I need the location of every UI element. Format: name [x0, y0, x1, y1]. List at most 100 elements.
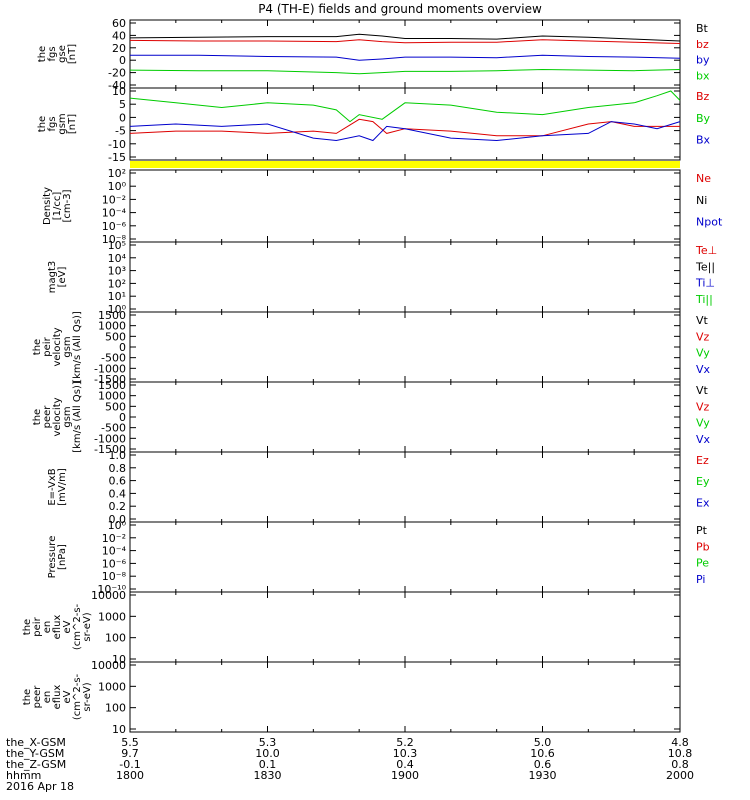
- x-row-value: 1800: [116, 769, 144, 782]
- legend-entry: Bx: [696, 134, 711, 147]
- y-axis-label: peer: [32, 685, 43, 709]
- y-tick-label: 10²: [108, 277, 126, 290]
- panel: 1.00.80.60.40.20.0 E=-VxB [mV/m] Ez Ey Ex: [47, 449, 710, 526]
- series-line-Bt: [129, 33, 681, 42]
- series-line-by: [130, 54, 681, 61]
- y-axis-label: the: [37, 116, 48, 132]
- y-tick-label: 10000: [91, 659, 126, 672]
- x-row-value: 0.8: [671, 758, 689, 771]
- y-tick-label: 20: [112, 42, 126, 55]
- y-axis-label: Pressure: [47, 536, 58, 579]
- panel-frame: [129, 381, 681, 453]
- x-row-value: 10.0: [255, 747, 280, 760]
- y-axis-label: sr-eV): [82, 682, 93, 711]
- y-tick-label: 10⁰: [108, 303, 127, 316]
- date-label: 2016 Apr 18: [6, 780, 74, 793]
- y-axis-label: gsm: [57, 113, 68, 134]
- y-tick-label: 40: [112, 29, 126, 42]
- y-tick-label: 10⁻⁸: [102, 233, 127, 246]
- y-tick-label: 10: [112, 85, 126, 98]
- y-tick-label: 10¹: [108, 290, 126, 303]
- panel-frame: [129, 451, 681, 523]
- y-tick-label: 10⁻²: [102, 193, 126, 206]
- y-tick-label: 10⁰: [108, 519, 127, 532]
- legend-entry: Vy: [696, 417, 710, 430]
- y-tick-label: 0.8: [109, 462, 127, 475]
- legend-entry: Vt: [696, 314, 709, 327]
- y-tick-label: -1500: [94, 373, 126, 386]
- y-axis-label: peir: [42, 336, 53, 356]
- y-axis-label: eV: [62, 620, 73, 633]
- y-tick-label: 10⁻¹⁰: [97, 583, 126, 596]
- y-axis-label: velocity: [52, 397, 63, 436]
- y-tick-label: 10000: [91, 589, 126, 602]
- y-tick-label: 10: [112, 653, 126, 666]
- legend-entry: Vz: [696, 400, 710, 413]
- y-tick-label: 10⁻⁶: [102, 220, 127, 233]
- legend-entry: Ti⊥: [695, 277, 715, 290]
- y-axis-label: peer: [42, 405, 53, 429]
- x-row-value: 0.4: [396, 758, 414, 771]
- x-row-value: 5.2: [396, 736, 414, 749]
- y-axis-label: gsm: [62, 336, 73, 357]
- y-tick-label: 1000: [98, 680, 126, 693]
- y-axis-label: eflux: [52, 615, 63, 640]
- series-line-Bx: [129, 121, 681, 142]
- x-row-value: 10.6: [530, 747, 555, 760]
- y-axis-label: E=-VxB: [47, 468, 58, 505]
- x-row-value: 0.6: [534, 758, 552, 771]
- y-tick-label: 0.0: [109, 513, 127, 526]
- x-row-value: 1900: [391, 769, 419, 782]
- y-axis-label: [1/cc]: [52, 192, 63, 221]
- legend-entry: Vx: [696, 433, 711, 446]
- y-tick-label: 0: [119, 54, 126, 67]
- legend-entry: Bt: [696, 22, 709, 35]
- y-tick-label: -20: [108, 67, 126, 80]
- legend-entry: Vz: [696, 330, 710, 343]
- y-tick-label: 100: [105, 632, 126, 645]
- y-tick-label: -1500: [94, 443, 126, 456]
- y-axis-label: (cm^2-s-: [72, 603, 83, 650]
- y-tick-label: 10: [112, 723, 126, 736]
- panel-frame: [129, 591, 681, 663]
- panel-frame: [129, 169, 681, 243]
- y-axis-label: [nPa]: [57, 544, 68, 570]
- x-row-value: 2000: [666, 769, 694, 782]
- y-tick-label: 1000: [98, 320, 126, 333]
- series-line-Bz: [129, 118, 680, 137]
- y-axis-label: sr-eV): [82, 612, 93, 641]
- y-tick-label: 500: [105, 400, 126, 413]
- y-tick-label: 10⁰: [108, 180, 127, 193]
- plot-title: P4 (TH-E) fields and ground moments over…: [258, 2, 542, 16]
- legend-entry: bz: [696, 38, 709, 51]
- y-tick-label: 0: [119, 411, 126, 424]
- y-tick-label: 0: [119, 111, 126, 124]
- y-axis-label: the: [37, 46, 48, 62]
- y-tick-label: -500: [101, 352, 126, 365]
- y-tick-label: 1000: [98, 390, 126, 403]
- legend-entry: Ey: [696, 475, 710, 488]
- legend-entry: Vt: [696, 384, 709, 397]
- panel-frame: [129, 661, 681, 733]
- legend-entry: Ne: [696, 172, 711, 185]
- y-tick-label: 1500: [98, 379, 126, 392]
- y-axis-label: [nT]: [67, 44, 78, 64]
- x-row-value: 10.3: [393, 747, 418, 760]
- y-tick-label: -1000: [94, 432, 126, 445]
- y-tick-label: -40: [108, 79, 126, 92]
- data-bar: [130, 161, 680, 168]
- legend-entry: Npot: [696, 216, 723, 229]
- legend-entry: By: [696, 112, 711, 125]
- y-tick-label: 1000: [98, 610, 126, 623]
- y-tick-label: 10⁻²: [102, 532, 126, 545]
- x-row-value: 1930: [529, 769, 557, 782]
- y-tick-label: 10⁻⁸: [102, 570, 127, 583]
- y-axis-label: the: [32, 339, 43, 355]
- y-tick-label: 500: [105, 330, 126, 343]
- y-tick-label: 10⁻⁶: [102, 557, 127, 570]
- y-tick-label: -500: [101, 422, 126, 435]
- y-tick-label: 10⁻⁴: [102, 207, 127, 220]
